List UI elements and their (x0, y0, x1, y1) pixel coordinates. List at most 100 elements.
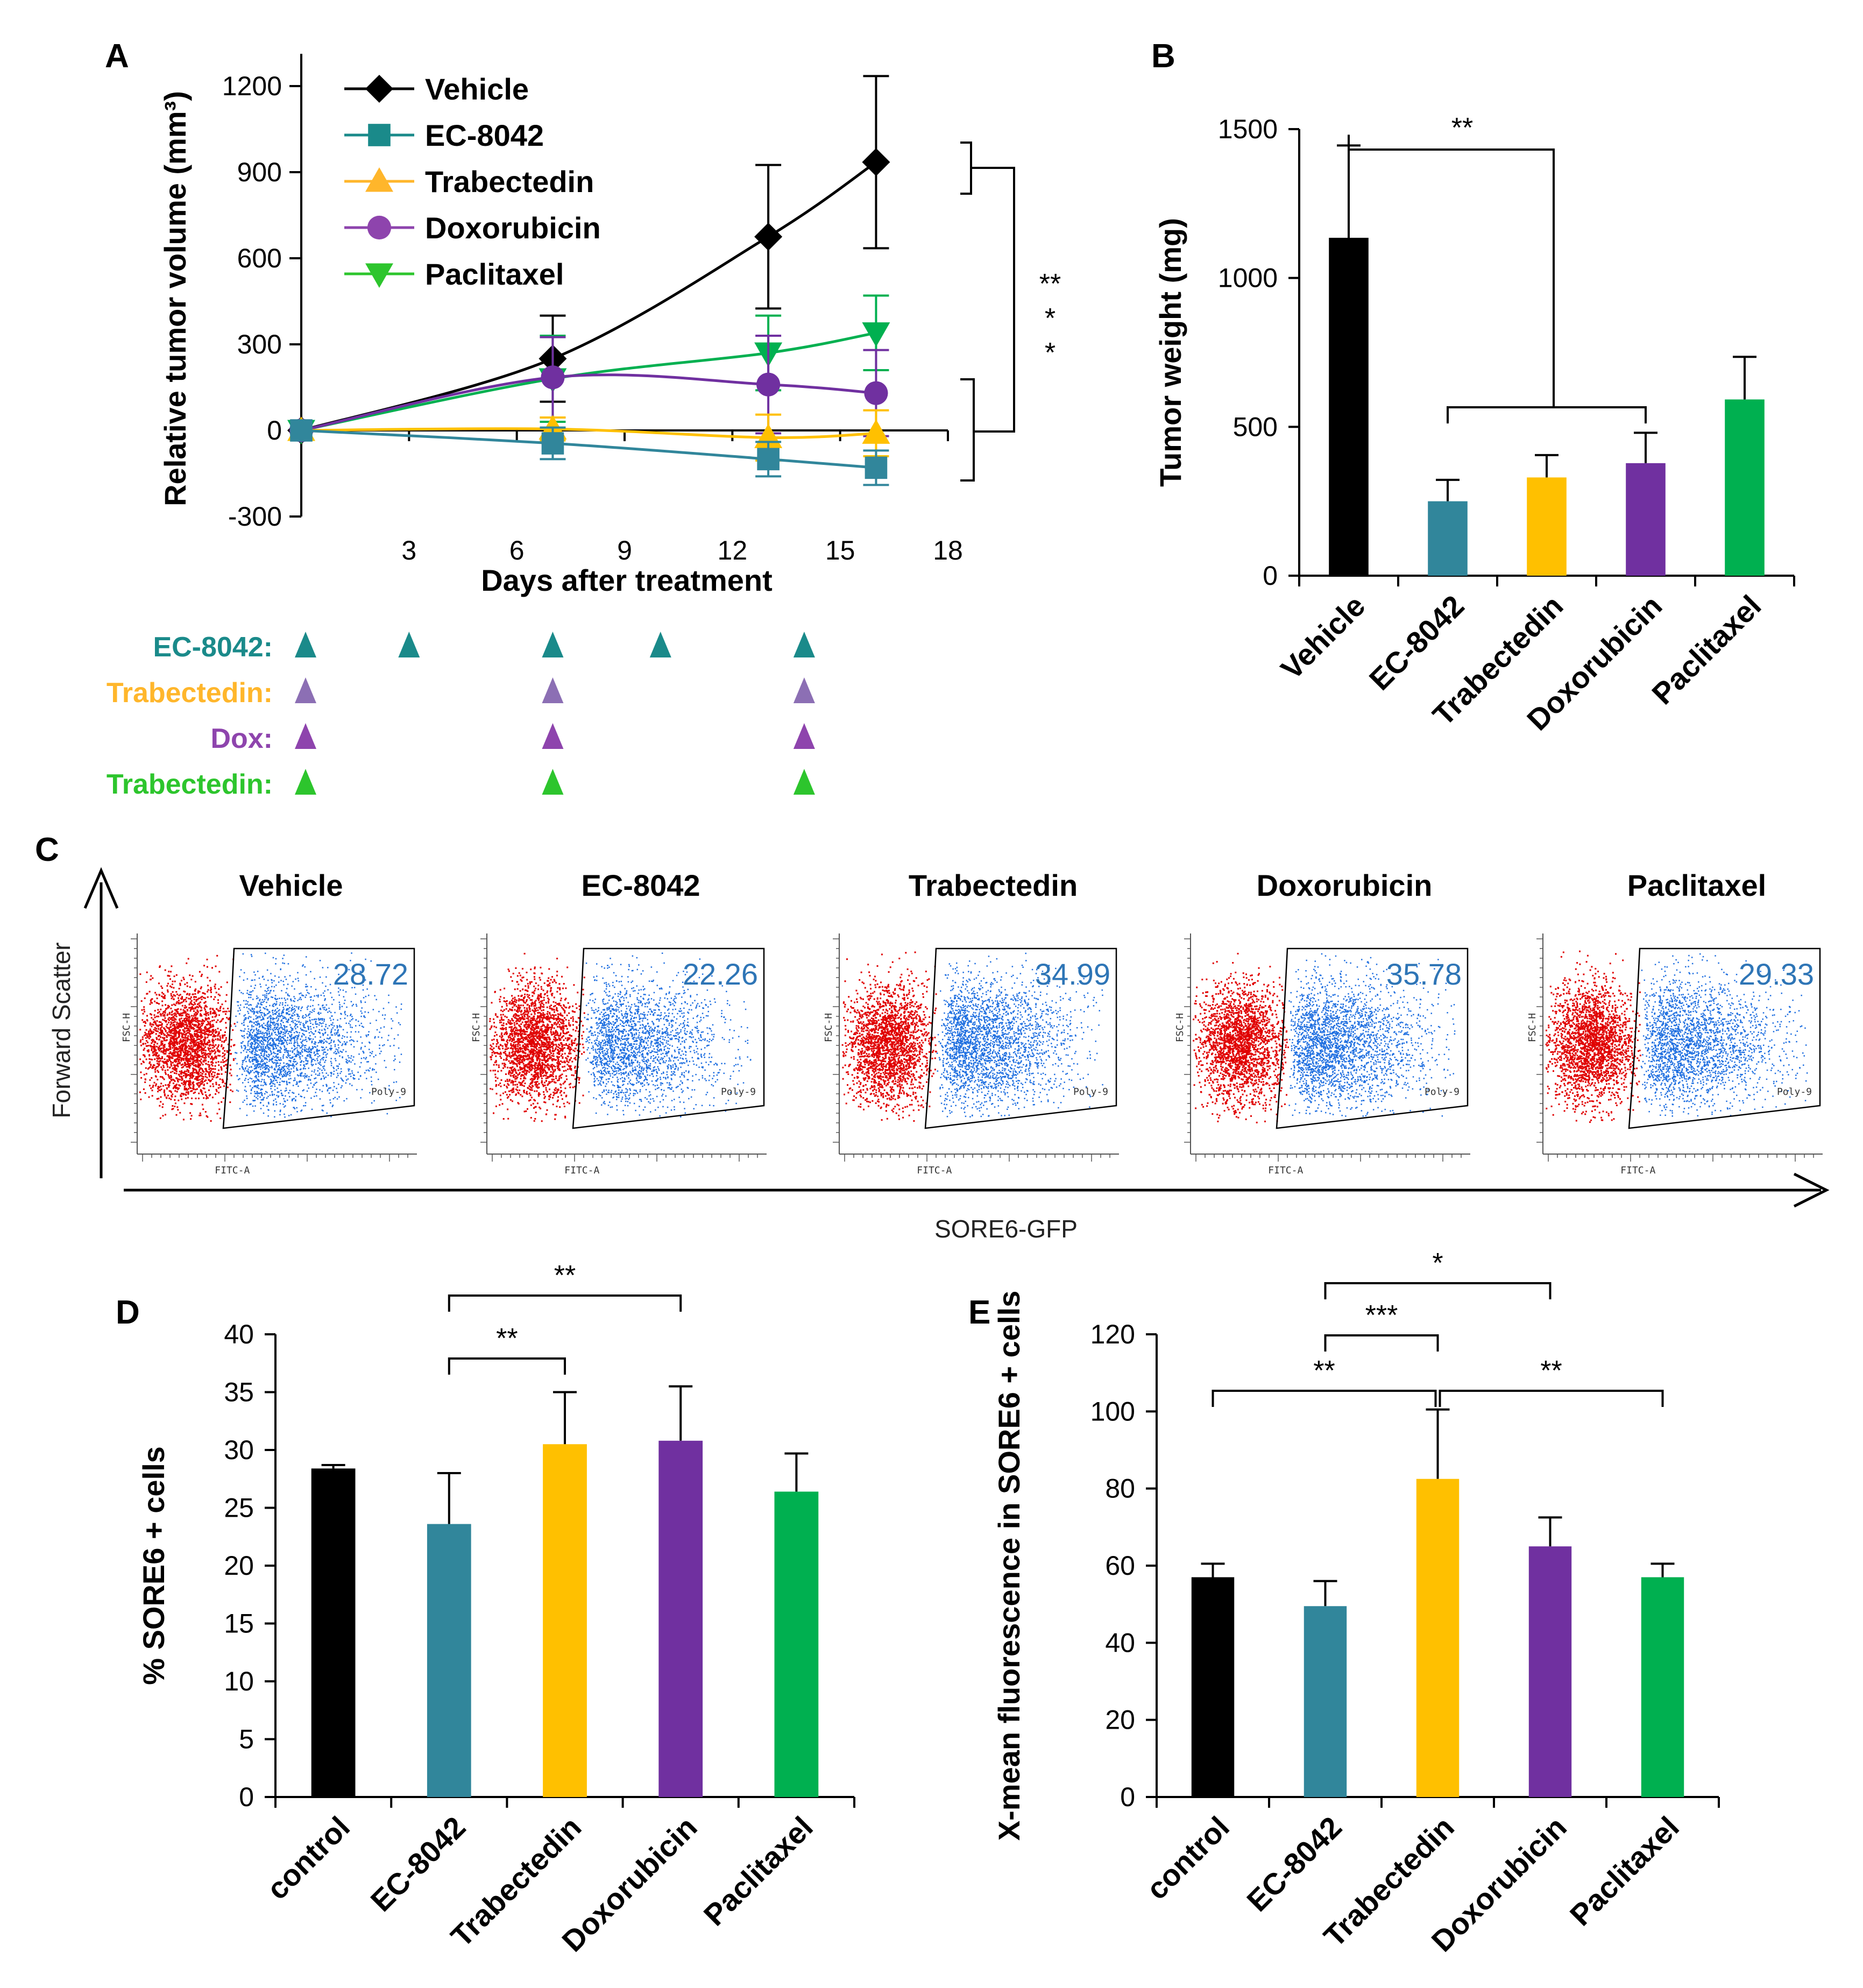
flow-dots-negative (841, 951, 937, 1122)
dose-marker (542, 723, 564, 749)
y-tick-label: 40 (224, 1319, 254, 1349)
x-tick-label: 12 (718, 535, 748, 565)
flow-dots (139, 952, 402, 1122)
dose-marker (542, 677, 564, 703)
flow-dots (841, 951, 1103, 1122)
y-tick-label: 60 (1105, 1551, 1135, 1581)
y-tick-label: 30 (224, 1435, 254, 1465)
gate-percentage: 29.33 (1739, 957, 1814, 991)
bracket-main (1348, 135, 1555, 407)
bracket (1324, 1334, 1439, 1352)
flow-dots-positive (936, 952, 1103, 1117)
y-tick-label: 0 (1263, 561, 1278, 591)
flow-dots (489, 952, 752, 1122)
significance-bracket: ** (1212, 1355, 1437, 1407)
dose-marker (398, 632, 420, 657)
significance-bracket: ** (448, 1323, 566, 1375)
significance-mark: * (1432, 1248, 1443, 1279)
flow-x-label: FITC-A (215, 1165, 250, 1176)
y-axis-title: Tumor weight (mg) (1153, 218, 1187, 487)
flow-panel-title: Trabectedin (909, 868, 1078, 902)
bracket-bottom (960, 378, 975, 482)
y-axis-title: % SORE6 + cells (137, 1446, 171, 1685)
significance-mark: * (1045, 303, 1056, 334)
category-label: Paclitaxel (1645, 589, 1767, 711)
flow-dots-negative (139, 954, 236, 1122)
y-tick-label: 25 (224, 1493, 254, 1523)
data-point (862, 322, 890, 347)
dose-marker (295, 632, 316, 657)
y-axis-title: Forward Scatter (47, 942, 75, 1118)
significance-mark: ** (554, 1260, 576, 1291)
bar-trabectedin (1416, 1478, 1460, 1797)
data-point (864, 381, 888, 405)
flow-panel-title: EC-8042 (581, 868, 700, 902)
y-axis-title: X-mean fluorescence in SORE6 + cells (992, 1291, 1026, 1841)
bar-paclitaxel (1641, 1577, 1684, 1797)
arrow-head-icon (83, 867, 119, 909)
category-label: EC-8042 (364, 1810, 472, 1918)
flow-x-label: FITC-A (1620, 1165, 1655, 1176)
y-tick-label: 500 (1233, 412, 1278, 442)
bar-control (311, 1468, 356, 1797)
dose-marker (295, 677, 316, 703)
panel-label-b: B (1151, 38, 1175, 75)
category-label: Paclitaxel (1563, 1810, 1685, 1932)
significance-bracket: ** (1439, 1355, 1664, 1407)
significance-mark: ** (1039, 268, 1061, 300)
category-label: control (1139, 1810, 1236, 1906)
arrow-head-icon (1793, 1172, 1830, 1208)
y-tick-label: 20 (1105, 1705, 1135, 1735)
panel-label-d: D (116, 1294, 140, 1331)
x-axis-title: SORE6-GFP (934, 1215, 1078, 1243)
legend-marker (365, 75, 393, 103)
legend: Vehicle EC-8042 Trabectedin Doxorubicin Pacl… (344, 72, 601, 291)
flow-dots-negative (1545, 950, 1641, 1123)
significance-mark: * (1045, 337, 1056, 369)
flow-y-label: FSC-H (1527, 1013, 1538, 1042)
y-tick-label: 15 (224, 1609, 254, 1639)
bar-ec-8042 (1428, 501, 1468, 576)
gate-label: Poly-9 (721, 1086, 756, 1098)
flow-dots-positive (584, 952, 752, 1117)
flow-dots-negative (1193, 953, 1289, 1123)
bracket (1212, 1390, 1437, 1407)
series-line (301, 373, 876, 432)
bar-vehicle (1329, 237, 1369, 576)
significance-bracket: *** (1324, 1300, 1439, 1352)
panel-label-c: C (35, 831, 59, 868)
legend-marker (367, 215, 392, 240)
flow-dots (1193, 953, 1456, 1123)
panel-b-bar-chart: 050010001500VehicleEC-8042TrabectedinDox… (1153, 112, 1795, 737)
bracket (1439, 1390, 1664, 1407)
gate-label: Poly-9 (371, 1086, 406, 1098)
data-point (290, 419, 313, 442)
gate (1628, 947, 1821, 1129)
bar-ec-8042 (1304, 1606, 1347, 1797)
x-axis-title: Days after treatment (481, 563, 773, 597)
x-tick-label: 6 (509, 535, 525, 565)
gate-percentage: 28.72 (333, 957, 408, 991)
x-tick-label: 9 (617, 535, 632, 565)
schedule-label: Trabectedin: (107, 769, 273, 800)
y-tick-label: 900 (237, 157, 282, 187)
y-tick-label: 600 (237, 243, 282, 273)
legend-label: Vehicle (425, 72, 529, 106)
x-tick-label: 3 (401, 535, 416, 565)
panel-label-a: A (105, 38, 129, 75)
y-tick-label: 40 (1105, 1628, 1135, 1658)
flow-y-label: FSC-H (823, 1013, 834, 1042)
x-tick-label: 15 (825, 535, 855, 565)
flow-x-label: FITC-A (917, 1165, 952, 1176)
series-paclitaxel (287, 294, 890, 444)
flow-x-label: FITC-A (564, 1165, 599, 1176)
gate-label: Poly-9 (1073, 1086, 1108, 1098)
schedule-label: Trabectedin: (107, 677, 273, 709)
x-tick-label: 18 (933, 535, 963, 565)
significance-bracket: * (1324, 1248, 1552, 1299)
y-tick-label: 300 (237, 329, 282, 359)
gate (572, 947, 765, 1129)
series-line (301, 331, 876, 432)
significance-bracket: **** (960, 142, 1061, 482)
